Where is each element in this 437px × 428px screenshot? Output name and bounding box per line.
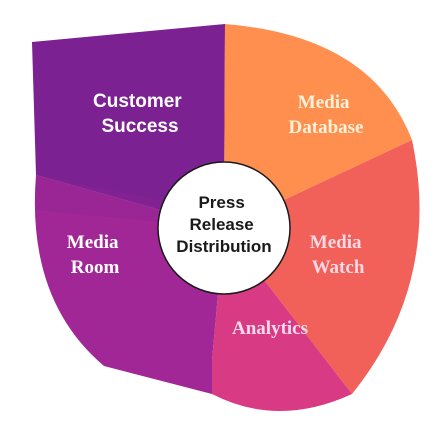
segment-media-database[interactable]: [224, 24, 412, 228]
label-media-database-line2: Database: [289, 117, 364, 138]
segment-media-watch[interactable]: [224, 140, 420, 394]
label-media-watch: Media Watch: [310, 232, 366, 278]
label-media-room-line2: Room: [71, 257, 120, 278]
label-media-room-line1: Media: [67, 232, 119, 253]
label-customer-success: Customer Success: [93, 91, 187, 137]
center-label: Press Release Distribution: [176, 193, 271, 256]
label-media-watch-line2: Watch: [312, 257, 365, 278]
label-analytics-line1: Analytics: [232, 318, 308, 339]
label-media-database-line1: Media: [298, 92, 350, 113]
center-label-line3: Distribution: [176, 237, 271, 256]
center-label-line1: Press: [198, 193, 244, 212]
label-media-database: Media Database: [289, 92, 364, 138]
label-customer-success-line2: Success: [101, 116, 178, 137]
center-hub[interactable]: [157, 161, 291, 295]
label-media-watch-line1: Media: [310, 232, 362, 253]
center-label-line2: Release: [189, 215, 253, 234]
label-analytics: Analytics: [232, 318, 308, 339]
label-customer-success-line1: Customer: [93, 91, 182, 112]
segment-customer-success[interactable]: [32, 24, 225, 228]
label-media-room: Media Room: [67, 232, 123, 278]
